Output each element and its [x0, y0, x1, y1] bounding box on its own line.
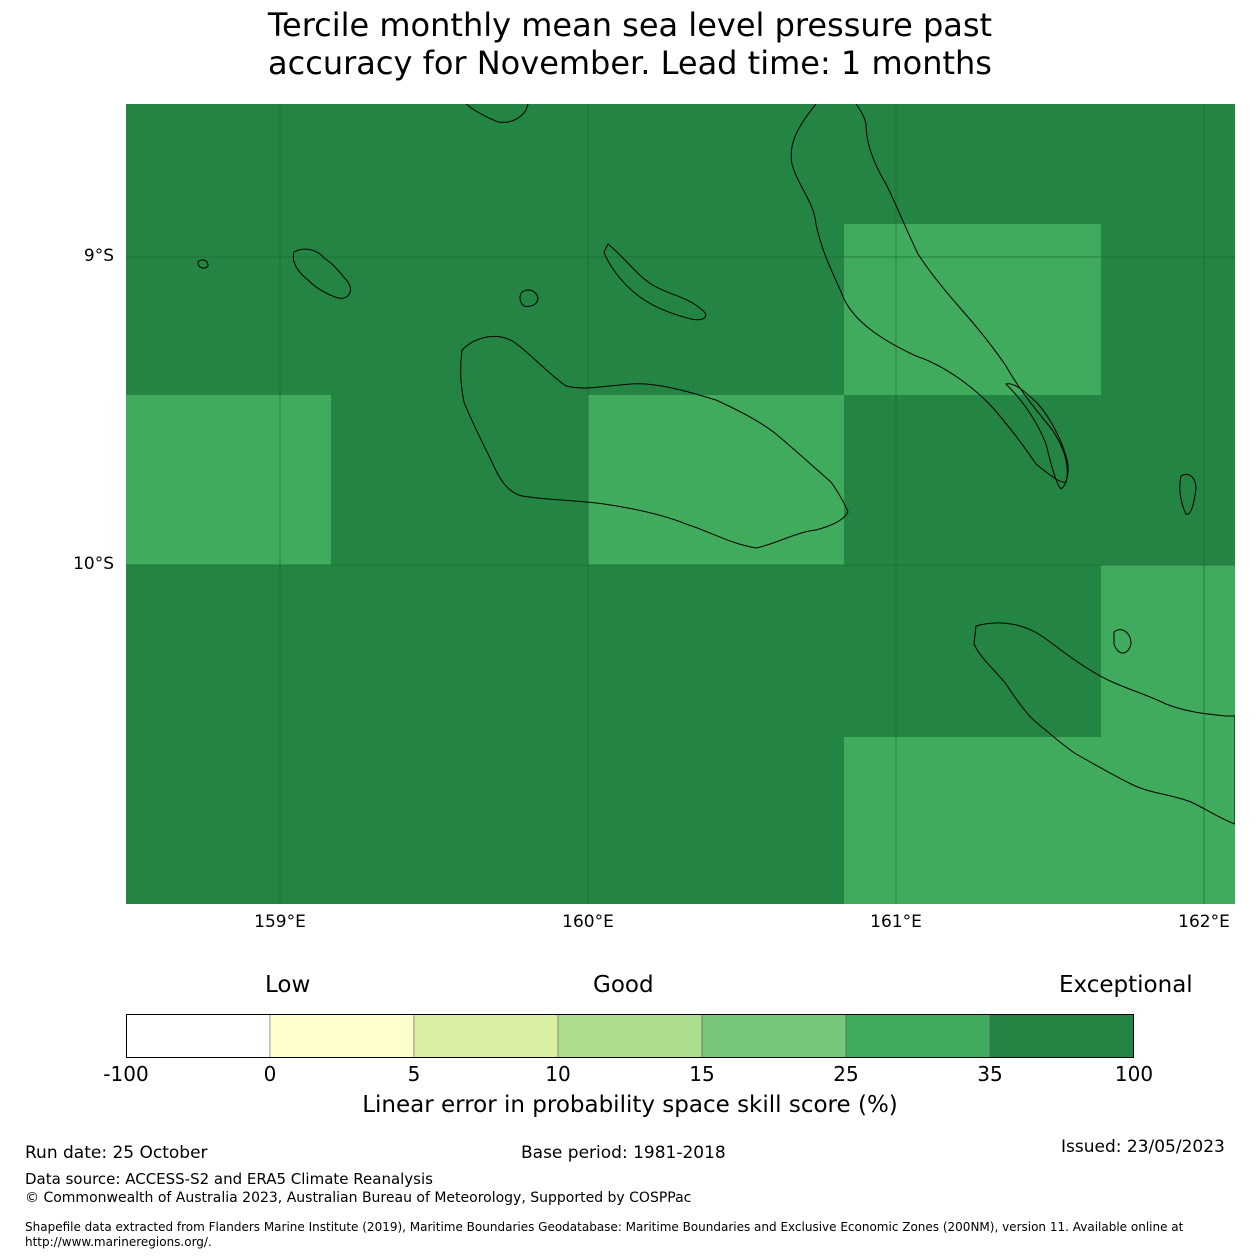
tick-label: 100: [1114, 1062, 1154, 1086]
colorbar-bin: [557, 1014, 703, 1058]
ulawa-coastline: [1179, 474, 1197, 515]
tick-label: -100: [103, 1062, 149, 1086]
small-malaita-coastline: [1005, 383, 1069, 490]
legend-low-label: Low: [265, 972, 311, 998]
map-cell-very-good: [126, 395, 331, 565]
islet-coastline: [197, 259, 209, 269]
run-date: Run date: 25 October: [25, 1143, 208, 1163]
colorbar: [126, 1014, 1134, 1058]
lon-label-160e: 160°E: [562, 912, 614, 932]
map-cell-very-good: [844, 224, 1101, 395]
tick-label: 0: [263, 1062, 277, 1086]
north-island-coastline: [465, 104, 529, 123]
skill-map: [126, 104, 1235, 904]
shapefile-credit: Shapefile data extracted from Flanders M…: [25, 1220, 1184, 1249]
colorbar-bin: [269, 1014, 415, 1058]
tick-label: 5: [407, 1062, 421, 1086]
map-cell-very-good: [844, 737, 1235, 904]
colorbar-bin: [413, 1014, 559, 1058]
map-title: Tercile monthly mean sea level pressure …: [0, 6, 1260, 82]
lon-label-161e: 161°E: [870, 912, 922, 932]
guadalcanal-coastline: [460, 335, 849, 549]
tick-label: 10: [545, 1062, 571, 1086]
colorbar-bin: [126, 1014, 271, 1058]
map-cell-very-good: [588, 395, 844, 565]
title-line-1: Tercile monthly mean sea level pressure …: [267, 6, 993, 44]
lon-label-159e: 159°E: [254, 912, 306, 932]
russell-islands-coastline: [292, 248, 351, 299]
legend-good-label: Good: [593, 972, 654, 998]
tick-label: 25: [833, 1062, 859, 1086]
lon-label-162e: 162°E: [1178, 912, 1230, 932]
tick-label: 15: [689, 1062, 715, 1086]
legend-exceptional-label: Exceptional: [1059, 972, 1193, 998]
data-source: Data source: ACCESS-S2 and ERA5 Climate …: [25, 1170, 433, 1188]
tick-label: 35: [977, 1062, 1003, 1086]
colorbar-bin: [845, 1014, 991, 1058]
nggela-coastline: [603, 243, 707, 321]
colorbar-title: Linear error in probability space skill …: [362, 1092, 898, 1118]
title-line-2: accuracy for November. Lead time: 1 mont…: [268, 44, 992, 82]
savo-coastline: [519, 289, 539, 307]
lat-label-9s: 9°S: [83, 246, 114, 266]
coastlines: [197, 104, 1235, 825]
map-cell-very-good: [1101, 565, 1235, 737]
colorbar-frame: [126, 1014, 1134, 1058]
map-gridlines: [126, 104, 1235, 904]
lat-label-10s: 10°S: [73, 554, 114, 574]
colorbar-bin: [701, 1014, 847, 1058]
uki-coastline: [1113, 629, 1132, 654]
copyright: © Commonwealth of Australia 2023, Austra…: [25, 1190, 692, 1206]
issued-date: Issued: 23/05/2023: [1061, 1137, 1225, 1157]
makira-coastline: [973, 622, 1235, 825]
colorbar-bin: [989, 1014, 1134, 1058]
base-period: Base period: 1981-2018: [521, 1143, 726, 1163]
